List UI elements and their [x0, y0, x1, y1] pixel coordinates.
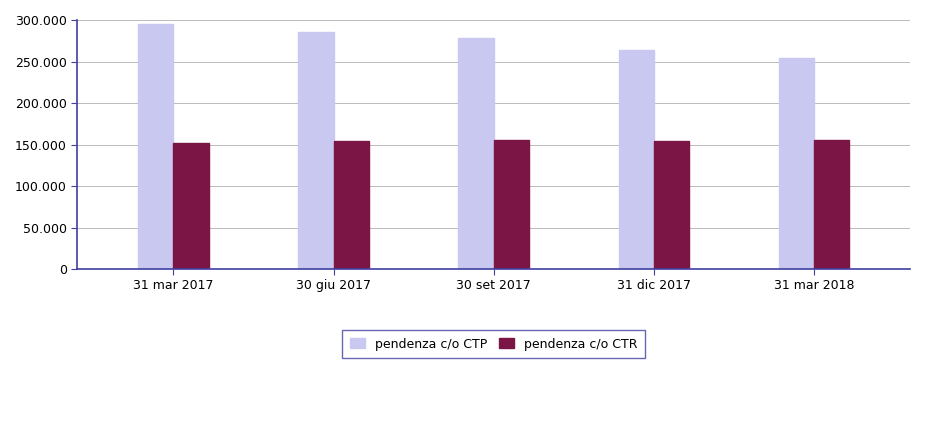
- Bar: [298, 33, 334, 269]
- Bar: [494, 140, 529, 269]
- Bar: [779, 58, 814, 269]
- Bar: [619, 50, 654, 269]
- Bar: [814, 140, 849, 269]
- Bar: [459, 38, 494, 269]
- Bar: [138, 24, 173, 269]
- Bar: [173, 143, 209, 269]
- Bar: [334, 141, 369, 269]
- Bar: [654, 141, 689, 269]
- Legend: pendenza c/o CTP, pendenza c/o CTR: pendenza c/o CTP, pendenza c/o CTR: [342, 330, 646, 358]
